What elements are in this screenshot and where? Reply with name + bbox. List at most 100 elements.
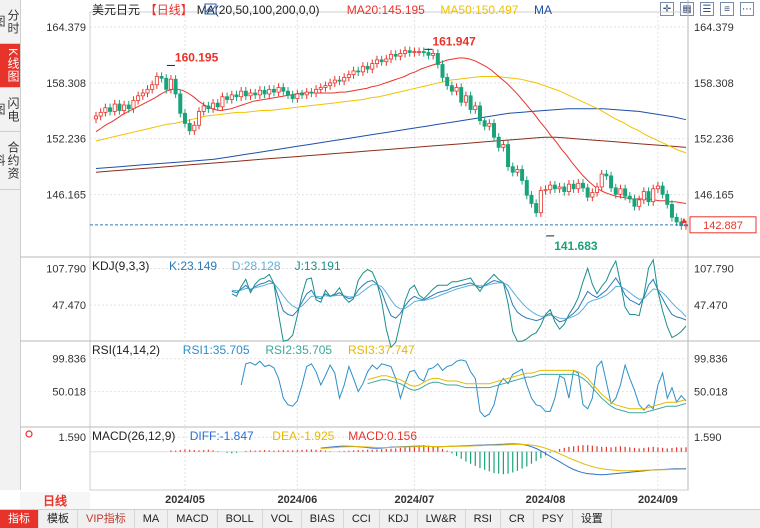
indicator-tab-12[interactable]: CR: [501, 510, 534, 528]
indicator-tab-11[interactable]: RSI: [466, 510, 501, 528]
candle-body: [543, 189, 548, 192]
candle-body: [271, 88, 276, 93]
indicator-tab-7[interactable]: BIAS: [302, 510, 344, 528]
settings-sun-icon: [25, 430, 33, 438]
ma200-line: [95, 136, 687, 173]
candle-body: [112, 103, 117, 112]
candle-body: [201, 105, 206, 112]
tab-flash[interactable]: 闪电图: [0, 88, 20, 132]
kdj-title: KDJ(9,3,3): [92, 259, 149, 273]
candle-body: [108, 107, 113, 112]
candle-body: [304, 91, 309, 96]
indicator-tab-0[interactable]: 指标: [0, 510, 39, 528]
candle-body: [187, 123, 192, 132]
candle-body: [285, 90, 290, 96]
list-icon[interactable]: ☰: [700, 2, 714, 16]
macd-legend-item: DIFF:-1.847: [190, 429, 254, 443]
ma100-line: [95, 108, 687, 169]
candle-body: [379, 59, 384, 63]
candle-body: [468, 95, 473, 111]
candle-body: [290, 94, 295, 99]
candle-body: [360, 65, 365, 73]
candle-body: [257, 89, 262, 96]
indicator-tab-10[interactable]: LW&R: [418, 510, 466, 528]
candle-body: [370, 63, 375, 70]
indicator-tab-5[interactable]: BOLL: [218, 510, 263, 528]
grid-icon[interactable]: ▦: [680, 2, 694, 16]
x-tick-label: 2024/08: [526, 494, 566, 506]
tab-kline[interactable]: K线图: [0, 44, 20, 88]
current-price-box: [689, 216, 757, 234]
candle-body: [384, 58, 389, 63]
tab-contract-info[interactable]: 合约资料: [0, 132, 20, 190]
candle-body: [337, 79, 342, 82]
candle-body: [595, 186, 600, 193]
candle-body: [393, 53, 398, 57]
candle-body: [248, 92, 253, 97]
more-icon[interactable]: ⋯: [740, 2, 754, 16]
candle-body: [206, 105, 211, 110]
indicator-tab-14[interactable]: 设置: [573, 510, 612, 528]
candle-body: [431, 53, 436, 56]
extreme-label: 161.947: [432, 34, 476, 48]
period-selector[interactable]: 日线: [20, 492, 90, 510]
candle-body: [580, 182, 585, 189]
candle-body: [585, 187, 590, 198]
extreme-label: 141.683: [554, 239, 598, 253]
tab-timeshare[interactable]: 分时图: [0, 0, 20, 44]
main-legend-indicator: MA(20,50,100,200,0,0): [197, 3, 320, 17]
indicator-tab-2[interactable]: VIP指标: [78, 510, 135, 528]
candle-body: [346, 74, 351, 78]
rsi-legend-item: RSI3:37.747: [348, 343, 415, 357]
kdj-legend-item: K:23.149: [169, 259, 217, 273]
candle-body: [314, 88, 319, 94]
candle-body: [646, 191, 651, 203]
indicator-tab-9[interactable]: KDJ: [380, 510, 418, 528]
candle-body: [609, 175, 614, 189]
indicator-tab-4[interactable]: MACD: [168, 510, 218, 528]
indicator-tab-bar: 指标 模板 VIP指标 MA MACD BOLL VOL BIAS CCI KDJ LW&R RSI C…: [0, 509, 760, 528]
candle-body: [412, 51, 417, 53]
rsi3-line: [367, 369, 687, 410]
candle-body: [365, 65, 370, 70]
y-tick-label-right: 158.308: [694, 78, 734, 90]
indicator-tab-13[interactable]: PSY: [534, 510, 573, 528]
candle-body: [220, 96, 225, 108]
candle-body: [374, 59, 379, 64]
candle-body: [309, 91, 314, 94]
candle-body: [342, 76, 347, 82]
y-tick-label-right: 146.165: [694, 190, 734, 202]
rsi-legend-item: RSI1:35.705: [183, 343, 250, 357]
candle-body: [281, 87, 286, 92]
indicator-tab-3[interactable]: MA: [135, 510, 169, 528]
candle-body: [651, 188, 656, 203]
candle-body: [211, 102, 216, 110]
candle-body: [243, 90, 248, 97]
kdj-d-line: [231, 282, 687, 320]
indicator-tab-8[interactable]: CCI: [344, 510, 380, 528]
current-price-label: 142.887: [703, 220, 743, 232]
rsi-legend-item: RSI2:35.705: [265, 343, 332, 357]
candle-body: [421, 51, 426, 53]
candle-body: [515, 169, 520, 173]
candle-body: [459, 87, 464, 103]
candle-body: [168, 78, 173, 90]
main-legend-period: 【日线】: [145, 3, 193, 17]
candle-body: [655, 185, 660, 190]
kdj-j-line: [231, 258, 687, 349]
indicator-tab-6[interactable]: VOL: [263, 510, 302, 528]
candle-body: [590, 192, 595, 198]
candle-body: [440, 64, 445, 78]
candle-body: [496, 136, 501, 148]
crosshair-icon[interactable]: ✛: [660, 2, 674, 16]
candle-body: [641, 191, 646, 201]
main-legend-title: 美元日元: [92, 3, 140, 17]
y-tick-label-left: 152.236: [46, 134, 86, 146]
macd-diff-line: [320, 443, 687, 476]
candle-body: [154, 76, 159, 86]
chart-type-icon-line: [205, 5, 216, 13]
ma50-line: [95, 76, 687, 154]
menu-icon[interactable]: ≡: [720, 2, 734, 16]
candle-body: [192, 124, 197, 132]
indicator-tab-1[interactable]: 模板: [39, 510, 78, 528]
